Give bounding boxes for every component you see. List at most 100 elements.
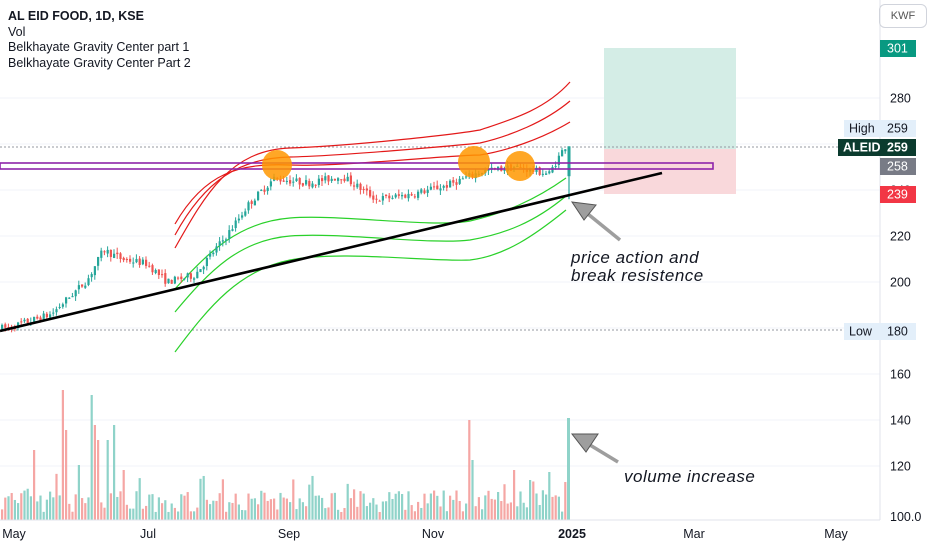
upper-band-line <box>174 100 571 236</box>
volume-bar <box>26 488 29 520</box>
volume-bar <box>247 493 250 520</box>
volume-bar <box>1 509 4 520</box>
volume-bar <box>487 490 490 520</box>
volume-bar <box>468 420 471 520</box>
candle-body <box>68 297 71 299</box>
volume-bar <box>225 511 228 520</box>
price-tags: 301 259 High 259 ALEID 258 239 180 Low <box>838 40 916 340</box>
volume-bar <box>282 497 285 520</box>
volume-bar <box>45 499 48 520</box>
candle-body <box>333 178 336 181</box>
volume-bar <box>212 500 215 520</box>
volume-bar <box>55 473 58 520</box>
candle-body <box>535 167 538 172</box>
volume-bar <box>4 497 7 520</box>
volume-bar <box>426 503 429 520</box>
candle-body <box>234 220 237 229</box>
candle-body <box>209 253 212 257</box>
candle-body <box>279 178 282 182</box>
volume-bar <box>535 493 538 520</box>
candle-body <box>404 194 407 198</box>
volume-bar <box>481 509 484 520</box>
volume-bar <box>285 498 288 520</box>
volume-bar <box>292 479 295 520</box>
volume-bar <box>369 502 372 520</box>
legend-volume[interactable]: Vol <box>8 24 26 39</box>
candle-body <box>7 327 10 329</box>
candle-body <box>39 317 42 321</box>
symbol-title[interactable]: AL EID FOOD, 1D, KSE <box>8 9 144 23</box>
candle-body <box>321 178 324 182</box>
candle-body <box>445 185 448 188</box>
volume-bar <box>209 504 212 520</box>
candle-body <box>1 324 4 330</box>
candle-body <box>84 285 87 288</box>
candle-body <box>81 284 84 287</box>
volume-bar <box>327 507 330 520</box>
volume-bar <box>404 509 407 520</box>
candle-body <box>327 175 330 182</box>
price-tag-label: High <box>849 122 875 136</box>
price-axis[interactable]: 100.0120140160180200220240260280 <box>890 92 921 525</box>
candle-body <box>138 258 141 265</box>
volume-bar <box>522 502 525 520</box>
volume-bar <box>509 502 512 520</box>
chart-legend: AL EID FOOD, 1D, KSE Vol Belkhayate Grav… <box>8 9 191 71</box>
volume-bar <box>349 498 352 520</box>
volume-bar <box>551 496 554 520</box>
y-tick-label: 160 <box>890 368 911 382</box>
volume-bar <box>519 491 522 520</box>
candle-body <box>362 188 365 190</box>
volume-bar <box>308 484 311 520</box>
volume-bar <box>228 502 231 520</box>
candle-body <box>301 183 304 186</box>
candle-body <box>455 182 458 185</box>
volume-bar <box>465 503 468 520</box>
gravity-center-bands <box>174 81 571 353</box>
volume-bar <box>314 495 317 520</box>
volume-bar <box>397 491 400 520</box>
candle-body <box>436 185 439 190</box>
time-axis[interactable]: May Jul Sep Nov 2025 Mar May <box>2 527 848 541</box>
volume-bar <box>90 395 93 520</box>
volume-bar <box>474 506 477 520</box>
candle-body <box>417 191 420 198</box>
y-tick-label: 140 <box>890 414 911 428</box>
candle-body <box>346 176 349 182</box>
candle-body <box>218 241 221 246</box>
volume-bar <box>148 494 151 520</box>
volume-bar <box>305 506 308 520</box>
candle-body <box>369 189 372 197</box>
candle-body <box>167 278 170 284</box>
volume-bar <box>84 503 87 520</box>
candle-body <box>554 166 557 168</box>
volume-bar <box>340 511 343 520</box>
volume-bar <box>42 511 45 520</box>
candle-body <box>119 253 122 259</box>
legend-indicator-2[interactable]: Belkhayate Gravity Center Part 2 <box>8 55 191 70</box>
volume-bar <box>513 470 516 520</box>
candle-body <box>106 249 109 254</box>
volume-bar <box>321 497 324 520</box>
candle-body <box>65 297 68 304</box>
candle-body <box>42 313 45 321</box>
volume-bar <box>561 511 564 520</box>
arrow-volume-annotation <box>570 433 619 464</box>
candle-body <box>202 266 205 270</box>
legend-indicator-1[interactable]: Belkhayate Gravity Center part 1 <box>8 40 190 54</box>
annotation-volume: volume increase <box>624 467 755 486</box>
candle-body <box>324 176 327 181</box>
candle-body <box>295 178 298 182</box>
currency-button[interactable]: KWF <box>879 4 927 28</box>
x-tick-label: May <box>824 527 848 541</box>
target-zone <box>604 48 736 149</box>
price-tag-box <box>880 323 916 340</box>
volume-bar <box>458 501 461 520</box>
candle-body <box>263 189 266 192</box>
candle-body <box>129 258 132 262</box>
price-tag-box <box>880 139 916 156</box>
volume-bar <box>161 503 164 520</box>
volume-bar <box>500 501 503 520</box>
annotation-price-action-line2: break resistence <box>571 266 704 285</box>
